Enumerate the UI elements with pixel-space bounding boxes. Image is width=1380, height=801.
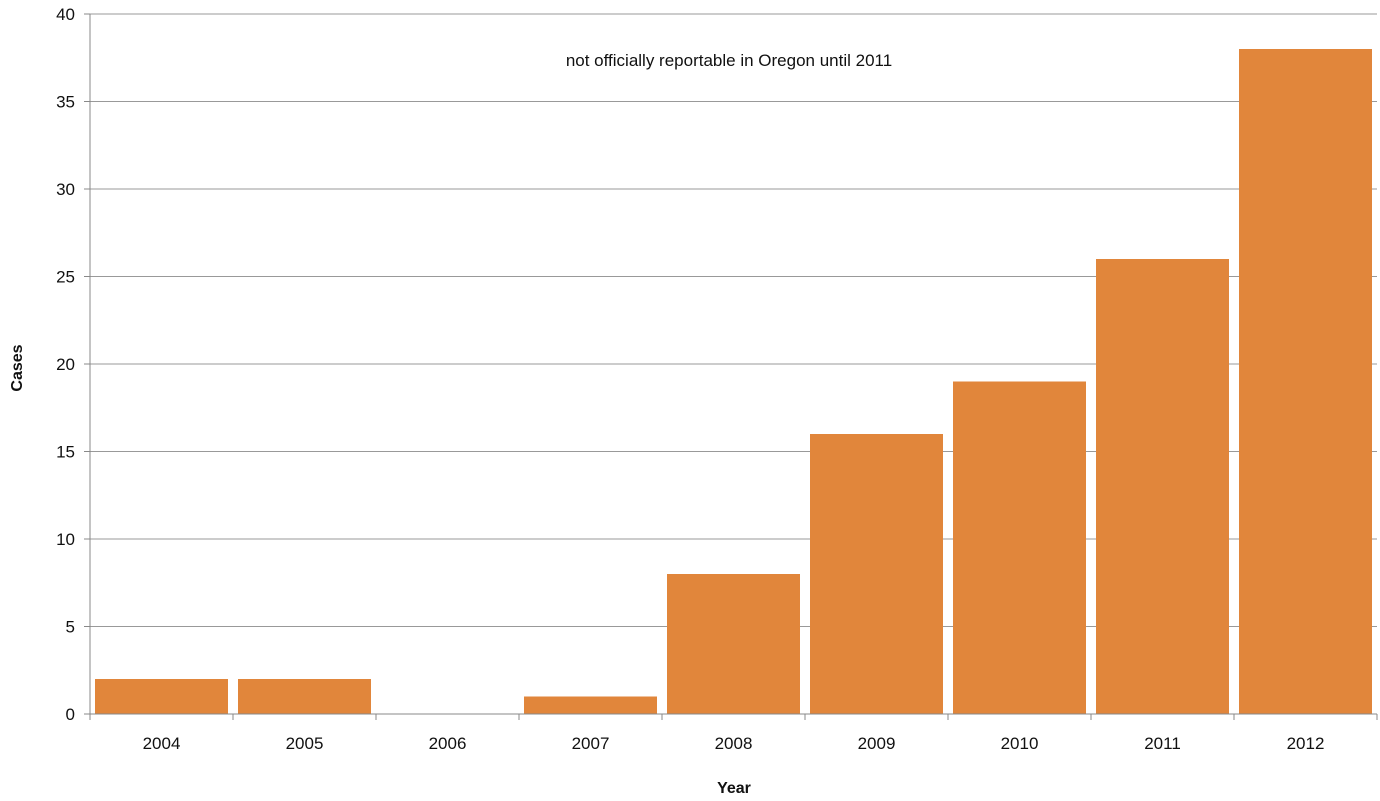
x-tick-label: 2008 bbox=[715, 734, 753, 753]
y-tick-label: 20 bbox=[56, 355, 75, 374]
y-tick-labels: 0 5 10 15 20 25 30 35 40 bbox=[56, 5, 75, 724]
x-tick-label: 2005 bbox=[286, 734, 324, 753]
y-tick-label: 15 bbox=[56, 443, 75, 462]
x-tick-label: 2006 bbox=[429, 734, 467, 753]
bar-2007 bbox=[524, 696, 657, 714]
y-tick-label: 10 bbox=[56, 530, 75, 549]
bar-2012 bbox=[1239, 49, 1372, 714]
y-tick-label: 35 bbox=[56, 93, 75, 112]
bar-2004 bbox=[95, 679, 228, 714]
y-axis-title: Cases bbox=[9, 344, 26, 391]
x-tick-label: 2012 bbox=[1287, 734, 1325, 753]
bar-2010 bbox=[953, 381, 1086, 714]
x-tick-label: 2009 bbox=[858, 734, 896, 753]
x-tick-label: 2004 bbox=[143, 734, 181, 753]
x-tick-label: 2007 bbox=[572, 734, 610, 753]
y-tick-label: 5 bbox=[66, 618, 75, 637]
y-tick-label: 40 bbox=[56, 5, 75, 24]
gridlines bbox=[90, 13, 1377, 627]
x-tick-label: 2010 bbox=[1001, 734, 1039, 753]
bars bbox=[95, 49, 1372, 714]
chart-annotation: not officially reportable in Oregon unti… bbox=[566, 51, 892, 70]
y-tick-label: 25 bbox=[56, 268, 75, 287]
bar-2008 bbox=[667, 574, 800, 714]
x-tick-labels: 2004 2005 2006 2007 2008 2009 2010 2011 2012 bbox=[143, 734, 1325, 753]
x-tick-label: 2011 bbox=[1144, 734, 1181, 753]
y-tick-label: 0 bbox=[66, 705, 75, 724]
bar-2011 bbox=[1096, 259, 1229, 714]
x-axis-title: Year bbox=[717, 780, 751, 797]
bar-2005 bbox=[238, 679, 371, 714]
axes bbox=[84, 13, 1378, 720]
bar-2009 bbox=[810, 434, 943, 714]
y-tick-label: 30 bbox=[56, 180, 75, 199]
